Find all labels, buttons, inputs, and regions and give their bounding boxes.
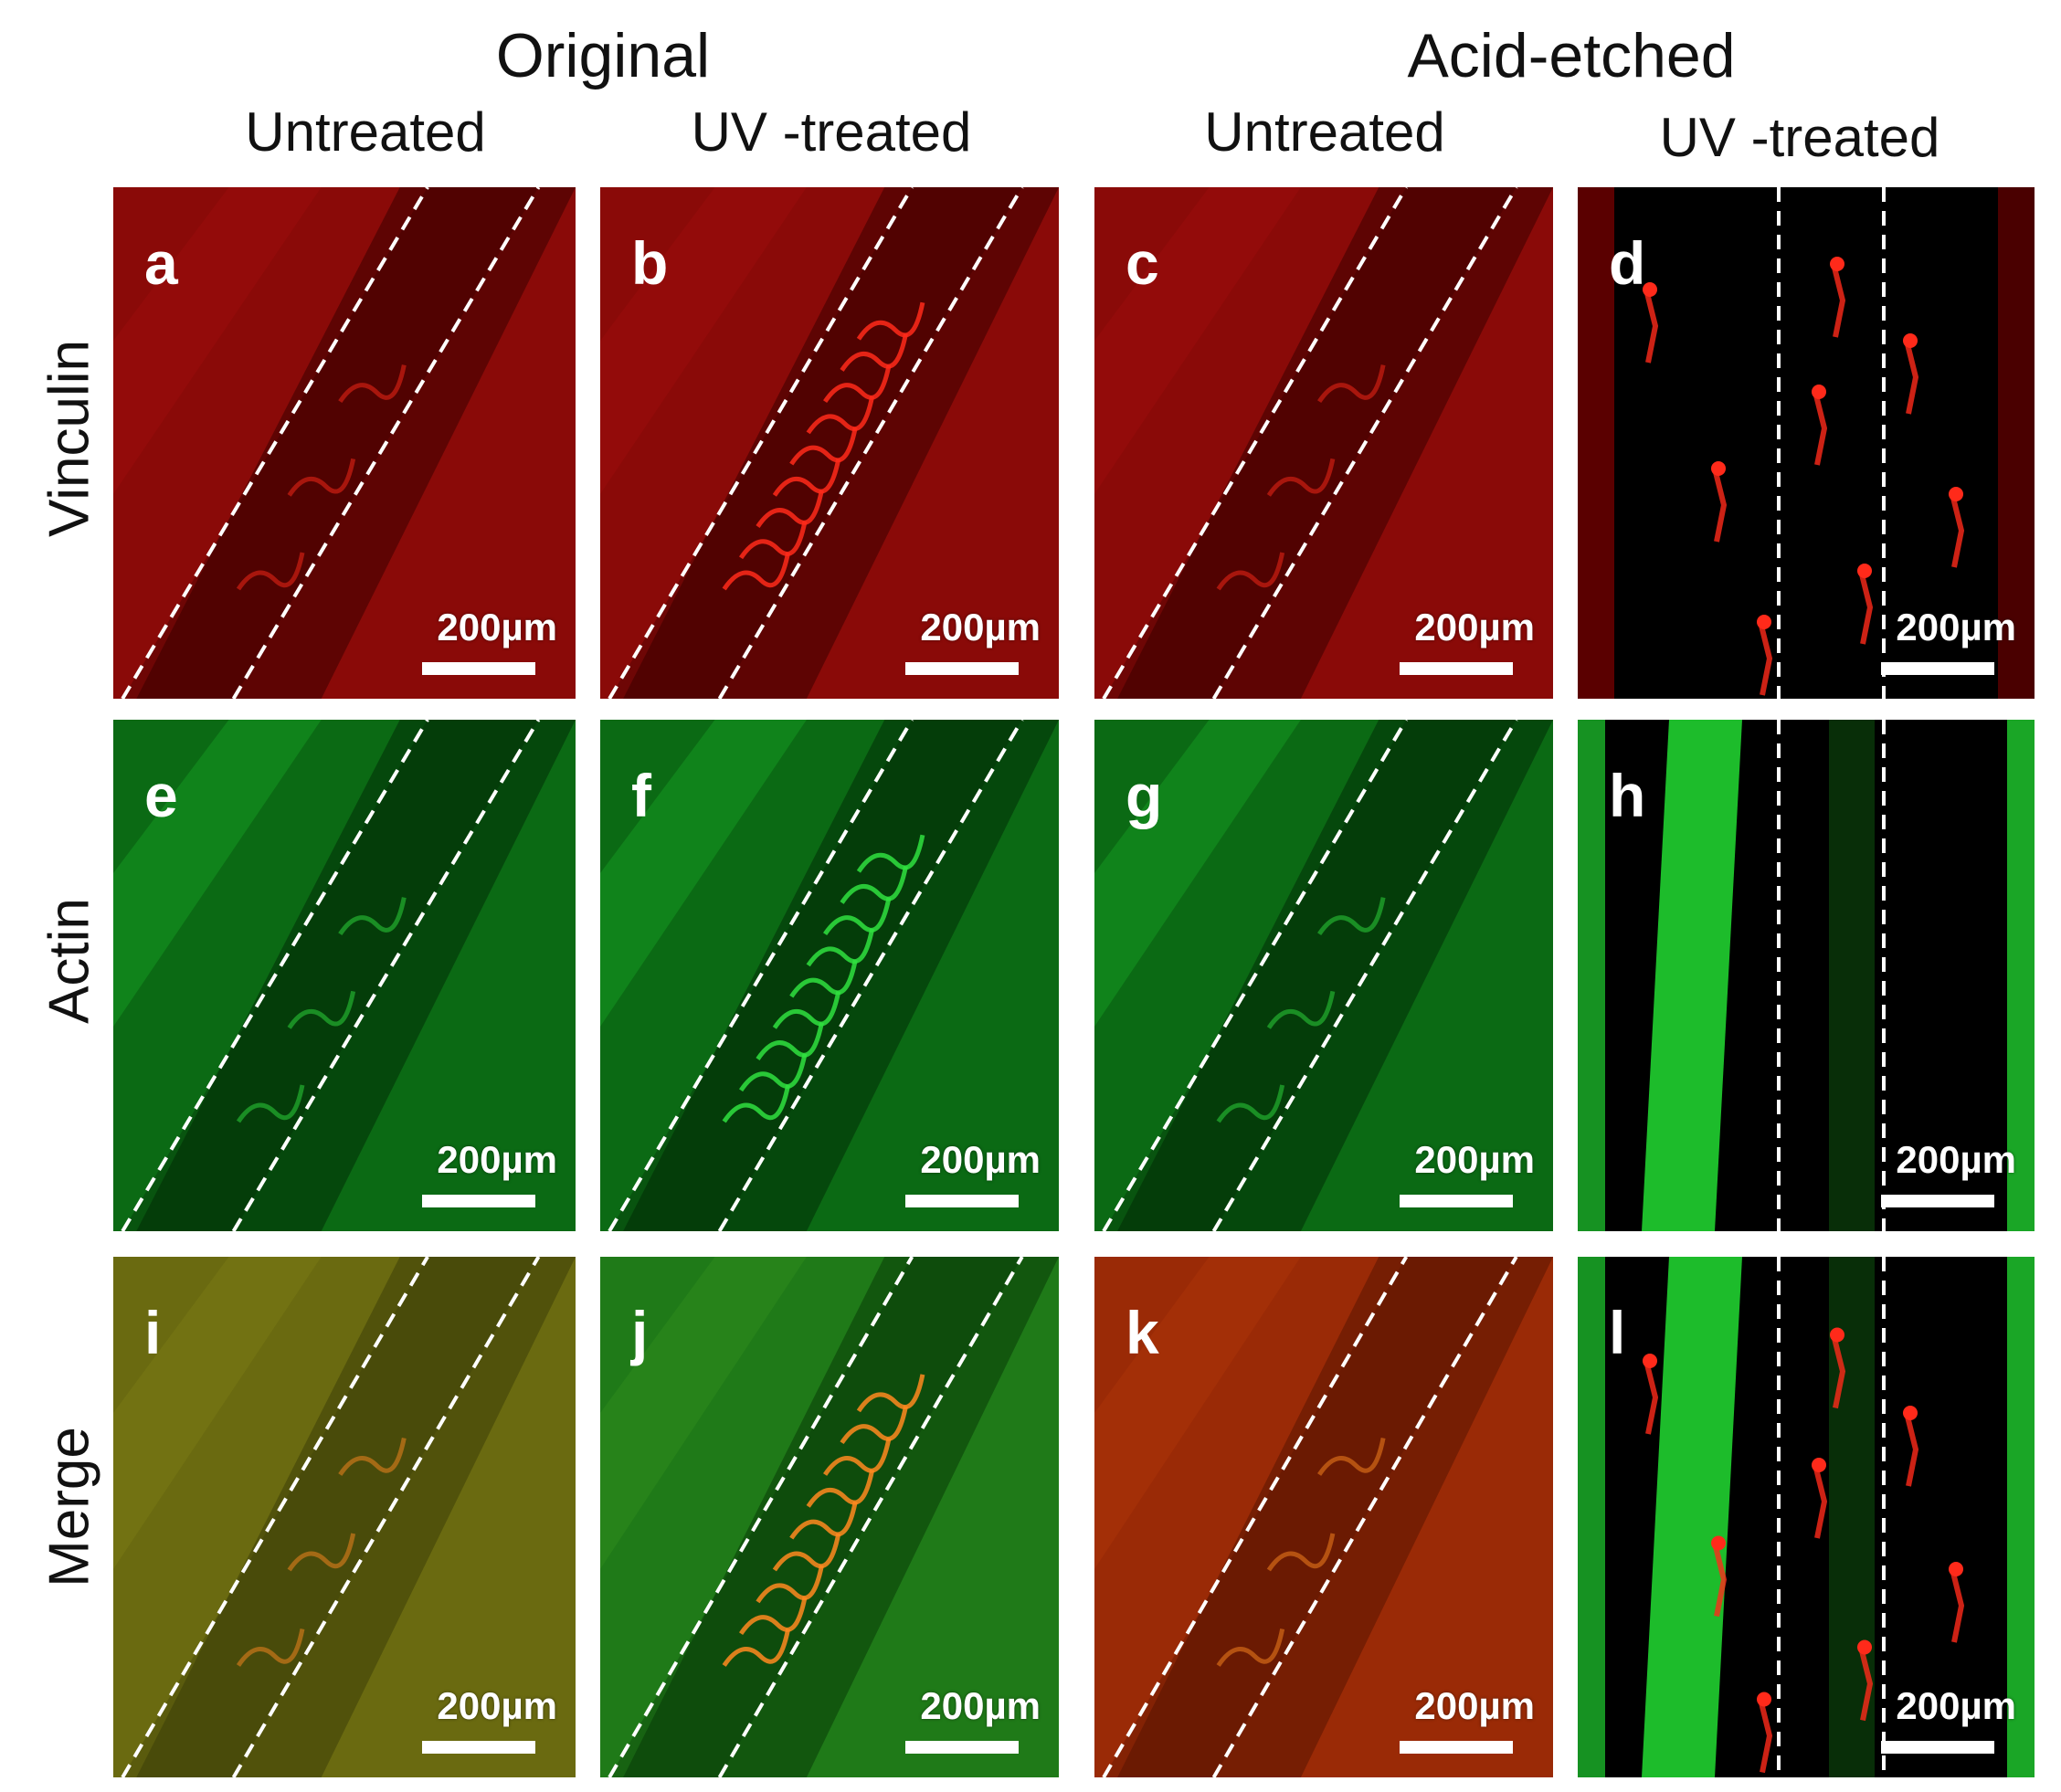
micrograph-panel-a: a 200µm	[113, 187, 576, 699]
scale-bar	[422, 1741, 535, 1754]
micrograph-image-k	[1094, 1257, 1553, 1777]
scale-bar-label: 200µm	[920, 1138, 1041, 1181]
scale-bar	[1400, 1741, 1513, 1754]
scale-bar	[905, 1195, 1019, 1207]
scale-bar-label: 200µm	[1414, 1684, 1535, 1727]
panel-label-e: e	[144, 762, 178, 829]
scale-bar-label: 200µm	[1414, 606, 1535, 648]
micrograph-panel-j: j 200µm	[600, 1257, 1059, 1777]
scale-bar-label: 200µm	[920, 1684, 1041, 1727]
panel-label-f: f	[631, 762, 651, 829]
micrograph-image-g	[1094, 720, 1553, 1231]
scale-bar-label: 200µm	[437, 1138, 557, 1181]
micrograph-image-e	[113, 720, 576, 1231]
micrograph-image-f	[600, 720, 1059, 1231]
scale-bar	[905, 1741, 1019, 1754]
panel-label-l: l	[1609, 1299, 1626, 1366]
micrograph-image-j	[600, 1257, 1059, 1777]
micrograph-panel-g: g 200µm	[1094, 720, 1553, 1231]
micrograph-panel-l: l 200µm	[1578, 1257, 2035, 1777]
scale-bar	[422, 1195, 535, 1207]
scale-bar	[905, 662, 1019, 675]
micrograph-panel-b: b 200µm	[600, 187, 1059, 699]
scale-bar	[422, 662, 535, 675]
micrograph-panel-d: d 200µm	[1578, 187, 2035, 699]
column-title-acid-untreated: Untreated	[1204, 101, 1445, 163]
scale-bar-label: 200µm	[1896, 1138, 2016, 1181]
micrograph-image-h	[1578, 720, 2035, 1231]
scale-bar	[1881, 1195, 1994, 1207]
column-title-original-untreated: Untreated	[245, 101, 486, 163]
micrograph-panel-k: k 200µm	[1094, 1257, 1553, 1777]
scale-bar	[1400, 1195, 1513, 1207]
panel-label-d: d	[1609, 229, 1646, 297]
micrograph-image-b	[600, 187, 1059, 699]
scale-bar-label: 200µm	[1896, 1684, 2016, 1727]
scale-bar	[1400, 662, 1513, 675]
micrograph-image-i	[113, 1257, 576, 1777]
panel-label-c: c	[1126, 229, 1159, 297]
column-title-original-uv-treated: UV -treated	[691, 101, 972, 163]
micrograph-panel-c: c 200µm	[1094, 187, 1553, 699]
scale-bar-label: 200µm	[1414, 1138, 1535, 1181]
scale-bar-label: 200µm	[437, 1684, 557, 1727]
panel-label-i: i	[144, 1299, 162, 1366]
row-label-vinculin: Vinculin	[37, 339, 101, 538]
micrograph-panel-i: i 200µm	[113, 1257, 576, 1777]
group-title-acid-etched: Acid-etched	[1407, 21, 1736, 90]
scale-bar-label: 200µm	[920, 606, 1041, 648]
column-title-acid-uv-treated: UV -treated	[1659, 107, 1940, 168]
micrograph-panel-e: e 200µm	[113, 720, 576, 1231]
micrograph-image-c	[1094, 187, 1553, 699]
panel-label-g: g	[1126, 762, 1163, 829]
panel-label-a: a	[144, 229, 178, 297]
row-label-actin: Actin	[37, 898, 101, 1024]
micrograph-image-l	[1578, 1257, 2035, 1777]
group-title-original: Original	[495, 21, 711, 90]
scale-bar	[1881, 662, 1994, 675]
scale-bar	[1881, 1741, 1994, 1754]
micrograph-image-d	[1578, 187, 2035, 699]
micrograph-panel-f: f 200µm	[600, 720, 1059, 1231]
micrograph-panel-h: h 200µm	[1578, 720, 2035, 1231]
panel-label-h: h	[1609, 762, 1646, 829]
panel-label-j: j	[631, 1299, 649, 1366]
panel-label-k: k	[1126, 1299, 1159, 1366]
panel-label-b: b	[631, 229, 669, 297]
row-label-merge: Merge	[37, 1427, 101, 1587]
scale-bar-label: 200µm	[1896, 606, 2016, 648]
micrograph-image-a	[113, 187, 576, 699]
scale-bar-label: 200µm	[437, 606, 557, 648]
